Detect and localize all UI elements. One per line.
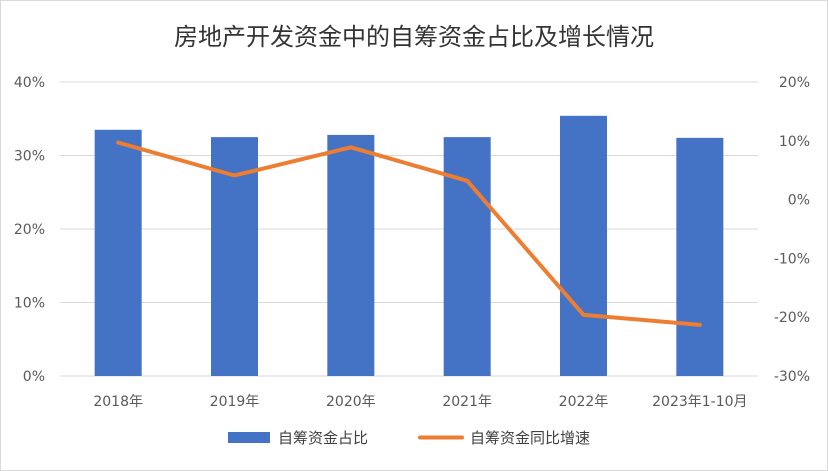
x-tick-label: 2019年 [210,394,260,410]
y-right-tick-label: -10% [774,251,810,267]
legend-label-bar: 自筹资金占比 [278,429,368,447]
y-left-tick-label: 40% [14,75,45,91]
axes: 0% 10% 20% 30% 40% -30% -20% -10% 0% 10% 20% 2018年 2… [14,75,810,410]
x-tick-label: 2023年1-10月 [652,394,747,410]
y-left-tick-label: 0% [23,369,45,385]
legend: 自筹资金占比 自筹资金同比增速 [228,429,590,447]
legend-label-line: 自筹资金同比增速 [470,429,590,447]
y-left-tick-label: 10% [14,296,45,312]
line-series [116,140,702,327]
bar [94,129,142,376]
legend-swatch-bar [228,432,270,443]
y-right-tick-label: 10% [779,134,810,150]
chart-title: 房地产开发资金中的自筹资金占比及增长情况 [174,23,654,51]
x-tick-label: 2022年 [559,394,609,410]
growth-line [116,140,702,327]
y-right-tick-label: -30% [774,369,810,385]
bar [327,134,375,376]
bar [676,137,724,376]
x-tick-label: 2020年 [326,394,376,410]
y-right-tick-label: 0% [788,193,810,209]
bar [443,137,491,376]
y-right-tick-label: -20% [774,310,810,326]
y-right-tick-label: 20% [779,75,810,91]
gridlines [60,81,758,377]
x-tick-label: 2018年 [93,394,143,410]
bar [560,115,607,376]
x-tick-label: 2021年 [442,394,492,410]
y-left-tick-label: 30% [14,149,45,165]
y-left-tick-label: 20% [14,222,45,238]
